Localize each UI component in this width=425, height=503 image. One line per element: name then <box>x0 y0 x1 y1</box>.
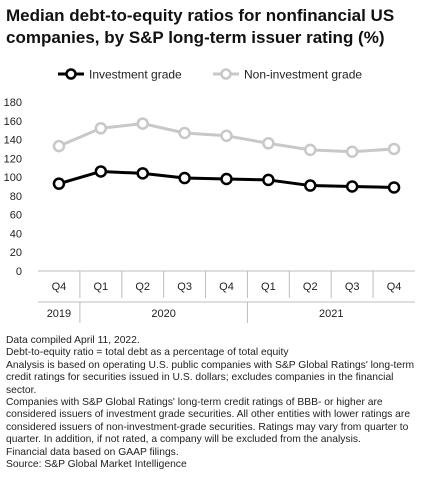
data-point-1-4 <box>220 129 233 143</box>
x-year-label-0: 2019 <box>47 308 71 320</box>
data-point-0-5 <box>262 173 275 187</box>
data-point-0-4 <box>220 172 233 186</box>
line-chart: Investment grade Non-investment grade 0 20… <box>4 68 415 323</box>
x-tick-label-4: Q4 <box>219 281 234 293</box>
data-point-0-7 <box>345 180 359 193</box>
x-tick-label-0: Q4 <box>52 281 67 293</box>
data-point-0-1 <box>94 165 108 178</box>
series-group <box>52 117 401 194</box>
y-tick-label-7: 140 <box>4 135 22 147</box>
y-tick-label-1: 20 <box>10 247 22 259</box>
data-point-1-1 <box>94 122 108 135</box>
x-axis: Q4 Q1 Q2 Q3 Q4 Q1 Q2 Q3 Q4 2019 2020 2021 <box>38 270 415 323</box>
y-tick-label-4: 80 <box>10 191 22 203</box>
footnote-definition: Debt-to-equity ratio = total debt as a p… <box>6 347 289 359</box>
x-tick-label-5: Q1 <box>261 281 276 293</box>
data-point-1-8 <box>387 142 401 156</box>
x-year-label-1: 2020 <box>151 308 175 320</box>
x-tick-label-7: Q3 <box>345 281 360 293</box>
legend-marker-1 <box>220 68 232 80</box>
footnote-source: Source: S&P Global Market Intelligence <box>6 459 187 471</box>
x-tick-label-3: Q3 <box>177 281 192 293</box>
y-tick-label-2: 40 <box>10 228 22 240</box>
footnote-ratings: Companies with S&P Global Ratings' long-… <box>6 397 411 446</box>
legend-label-1: Non-investment grade <box>244 68 362 82</box>
footnote-date: Data compiled April 11, 2022. <box>6 335 140 346</box>
data-point-1-5 <box>262 137 275 150</box>
data-point-0-0 <box>52 177 66 190</box>
data-point-1-2 <box>136 117 149 130</box>
footnotes: Data compiled April 11, 2022. Debt-to-eq… <box>6 335 421 471</box>
footnote-analysis: Analysis is based on operating U.S. publ… <box>6 359 415 396</box>
y-tick-label-3: 60 <box>10 210 22 222</box>
x-tick-label-8: Q4 <box>387 281 402 293</box>
data-point-0-3 <box>178 171 191 185</box>
y-tick-label-9: 180 <box>4 97 22 109</box>
data-point-0-8 <box>387 181 401 194</box>
data-point-1-0 <box>52 139 66 153</box>
data-point-0-2 <box>136 167 149 180</box>
data-point-1-7 <box>345 145 359 159</box>
y-tick-label-5: 100 <box>4 172 22 184</box>
y-tick-label-8: 160 <box>4 116 22 128</box>
x-year-label-2: 2021 <box>319 308 343 320</box>
footnote-gaap: Financial data based on GAAP filings. <box>6 446 179 458</box>
x-tick-label-1: Q1 <box>93 281 108 293</box>
legend: Investment grade Non-investment grade <box>58 68 362 82</box>
data-point-0-6 <box>304 179 317 192</box>
legend-marker-0 <box>65 68 77 80</box>
data-point-1-3 <box>178 126 191 140</box>
data-point-1-6 <box>304 143 317 157</box>
legend-label-0: Investment grade <box>89 68 182 82</box>
x-tick-label-6: Q2 <box>303 281 318 293</box>
y-axis: 0 20 40 60 80 100 120 140 160 180 <box>4 97 22 278</box>
chart-title: Median debt-to-equity ratios for nonfina… <box>6 6 395 47</box>
x-tick-label-2: Q2 <box>135 281 150 293</box>
y-tick-label-6: 120 <box>4 153 22 165</box>
y-tick-label-0: 0 <box>16 266 22 278</box>
